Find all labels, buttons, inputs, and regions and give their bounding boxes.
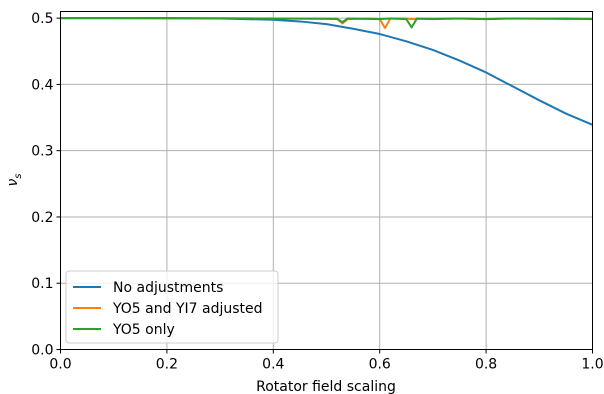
- x-axis-label: Rotator field scaling: [256, 379, 396, 394]
- legend-label-2: YO5 only: [112, 322, 175, 338]
- series-group: [60, 17, 593, 126]
- y-tick-label: 0.3: [31, 144, 53, 160]
- ticks: 0.0 0.2 0.4 0.6 0.8 1.0 0.0 0.1 0.2 0.3 0.4 0.5: [31, 11, 603, 372]
- y-axis-label: νs: [5, 173, 24, 186]
- x-tick-label: 0.2: [156, 357, 178, 373]
- y-axis-symbol: ν: [5, 179, 21, 187]
- series-line-2: [60, 17, 593, 29]
- legend-label-0: No adjustments: [113, 280, 223, 296]
- x-tick-label: 0.0: [49, 357, 71, 373]
- legend: No adjustments YO5 and YI7 adjusted YO5 on…: [65, 270, 279, 344]
- y-tick-label: 0.2: [31, 210, 53, 226]
- legend-label-1: YO5 and YI7 adjusted: [112, 301, 263, 317]
- y-tick-label: 0.4: [31, 77, 53, 93]
- x-tick-label: 1.0: [581, 357, 603, 373]
- y-tick-label: 0.1: [31, 276, 53, 292]
- legend-box: [65, 270, 279, 344]
- x-tick-label: 0.6: [369, 357, 391, 373]
- x-tick-label: 0.4: [262, 357, 284, 373]
- y-axis-subscript: s: [13, 173, 24, 178]
- y-tick-label: 0.0: [31, 343, 53, 359]
- y-tick-label: 0.5: [31, 11, 53, 27]
- plot-frame: [60, 11, 593, 350]
- x-tick-label: 0.8: [475, 357, 497, 373]
